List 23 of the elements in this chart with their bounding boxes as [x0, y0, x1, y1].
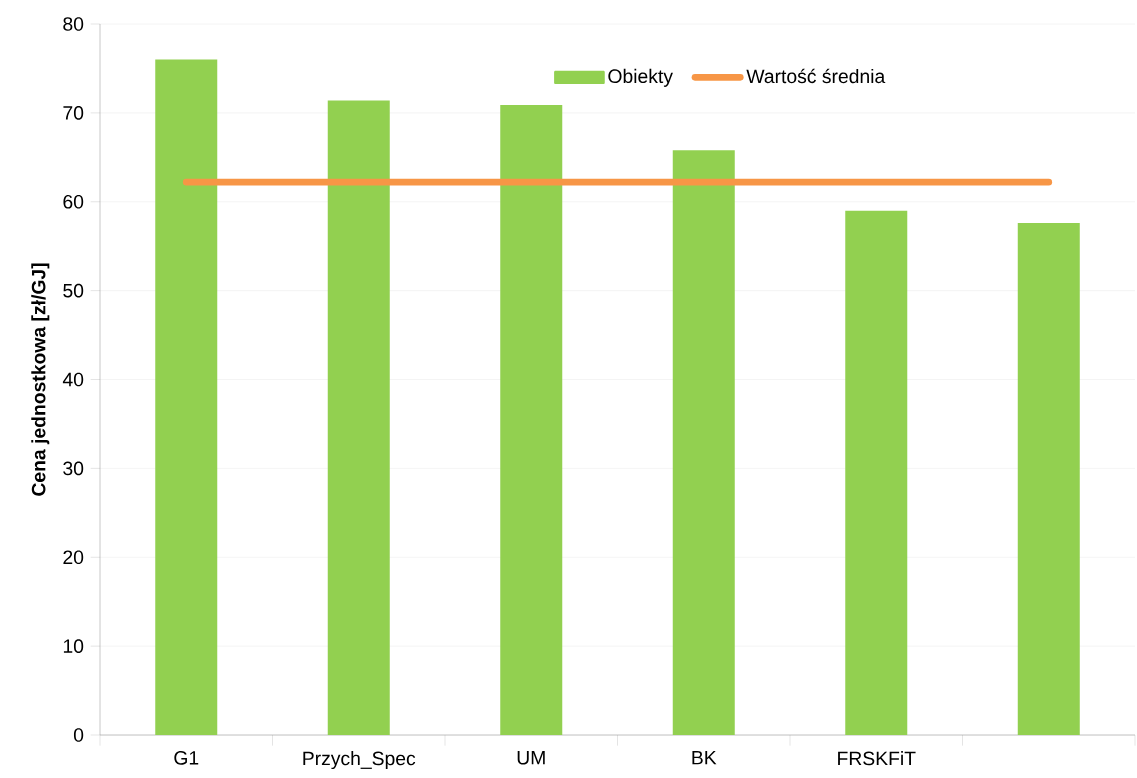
y-axis-title: Cena jednostkowa [zł/GJ]: [31, 263, 50, 496]
legend-label: Wartość średnia: [746, 68, 886, 84]
y-tick-label: 50: [63, 283, 84, 298]
x-tick-label: BK: [692, 751, 717, 765]
bar: [845, 210, 908, 735]
y-tick-label: 20: [63, 550, 84, 565]
bar: [155, 59, 218, 735]
bar: [327, 100, 390, 735]
legend-label: Obiekty: [608, 68, 673, 87]
x-tick-label: Przych_Spec: [303, 751, 416, 770]
x-tick-label: G1: [174, 751, 199, 765]
y-tick-label: 80: [63, 17, 84, 31]
y-tick-label: 70: [63, 106, 84, 120]
bar: [1017, 223, 1080, 735]
x-tick-label: UM: [517, 751, 545, 765]
bar: [672, 150, 735, 735]
y-tick-label: 60: [63, 194, 84, 209]
bar: [500, 104, 563, 735]
x-tick-label: FRSKFiT: [838, 751, 916, 766]
y-tick-label: 40: [62, 372, 84, 387]
y-tick-label: 30: [63, 461, 84, 476]
y-tick-label: 10: [63, 639, 84, 653]
y-tick-label: 0: [73, 728, 84, 742]
